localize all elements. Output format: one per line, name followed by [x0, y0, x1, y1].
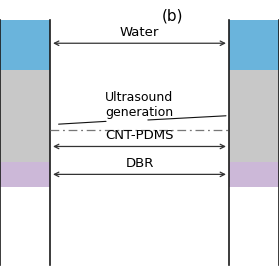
Bar	[229, 162, 279, 187]
Text: Water: Water	[120, 26, 159, 39]
Bar	[229, 20, 279, 70]
Bar	[0, 70, 50, 162]
Bar	[0, 162, 50, 187]
Text: CNT-PDMS: CNT-PDMS	[105, 129, 174, 142]
Bar	[229, 70, 279, 162]
Text: Ultrasound
generation: Ultrasound generation	[105, 91, 174, 119]
Bar	[0, 20, 50, 70]
Text: DBR: DBR	[125, 157, 154, 170]
Text: (b): (b)	[162, 8, 184, 23]
